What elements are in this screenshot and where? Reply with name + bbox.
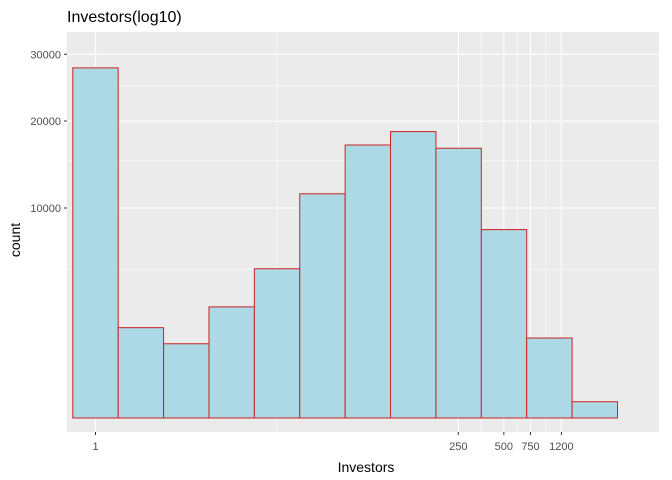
histogram-bar: [299, 193, 346, 419]
x-tick-label: 1: [92, 441, 98, 453]
y-tick-label: 10000: [30, 203, 61, 215]
y-axis: 10000 20000 30000: [30, 49, 67, 215]
x-axis-title: Investors: [338, 459, 395, 475]
chart-title: Investors(log10): [67, 9, 182, 26]
bars-layer: [72, 67, 618, 419]
histogram-bar: [344, 144, 392, 419]
x-tick-label: 750: [521, 441, 539, 453]
x-axis: 1 250 500 750 1200: [92, 432, 574, 453]
histogram-bar: [253, 268, 301, 419]
y-tick-label: 30000: [30, 49, 61, 61]
histogram-bar: [390, 131, 437, 419]
histogram-bar: [163, 343, 210, 419]
histogram-bar: [571, 401, 618, 419]
y-tick-label: 20000: [30, 116, 61, 128]
histogram-bar: [208, 306, 255, 419]
histogram-bar: [480, 229, 528, 419]
x-tick-label: 250: [449, 441, 467, 453]
histogram-bar: [435, 147, 482, 419]
histogram-bar: [117, 327, 165, 419]
histogram-bar: [72, 67, 119, 419]
x-tick-label: 500: [495, 441, 513, 453]
x-tick-label: 1200: [549, 441, 573, 453]
y-axis-title: count: [7, 223, 23, 257]
histogram-bar: [526, 337, 573, 419]
